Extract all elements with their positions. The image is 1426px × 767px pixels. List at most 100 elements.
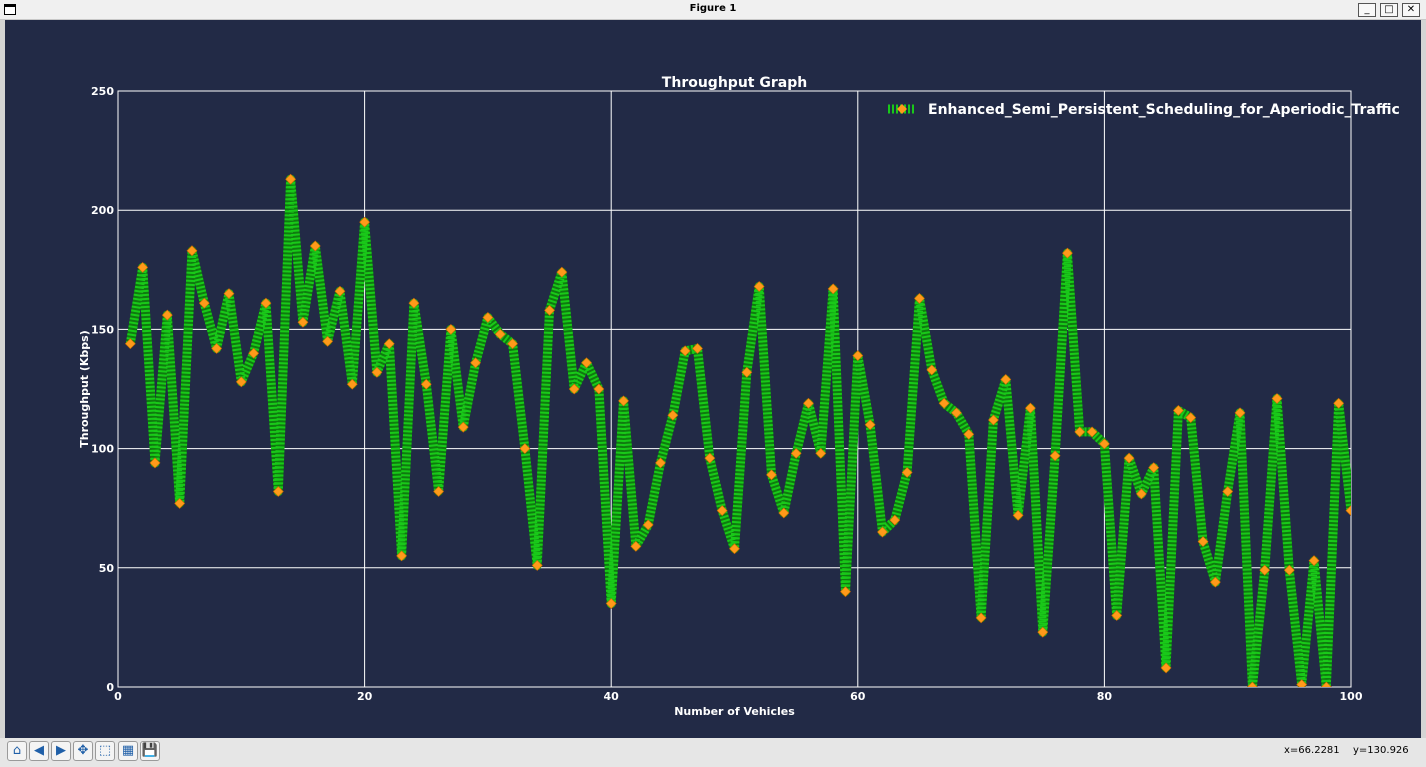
data-point (494, 328, 506, 340)
data-point (137, 261, 149, 273)
data-point (1111, 610, 1123, 621)
data-point (1185, 412, 1197, 424)
data-point (371, 366, 383, 378)
data-point (359, 216, 371, 228)
data-point (297, 316, 309, 328)
data-point (1086, 426, 1098, 438)
data-point (1246, 681, 1258, 687)
data-point (889, 514, 901, 526)
data-point (346, 378, 358, 390)
data-point (1123, 452, 1135, 464)
data-point (581, 357, 592, 369)
configure-subplots-icon[interactable]: ▦ (118, 741, 138, 761)
data-point (1135, 488, 1147, 500)
data-point (926, 364, 938, 376)
y-axis-label: Throughput (Kbps) (78, 330, 91, 448)
x-tick-label: 100 (1340, 690, 1363, 703)
data-point (827, 283, 839, 295)
data-point (445, 323, 457, 335)
x-axis-label: Number of Vehicles (674, 705, 795, 718)
zoom-icon[interactable]: ⬚ (95, 741, 115, 761)
data-point (470, 357, 481, 369)
data-point (778, 507, 790, 519)
data-point (1049, 450, 1061, 462)
data-point (642, 519, 654, 531)
data-point (211, 343, 223, 354)
data-point (1345, 505, 1351, 517)
forward-icon[interactable]: ▶ (51, 741, 71, 761)
close-button[interactable]: ✕ (1402, 3, 1420, 17)
data-point (519, 443, 531, 455)
data-point (1012, 509, 1024, 521)
x-tick-label: 0 (114, 690, 122, 703)
data-point (766, 469, 777, 481)
data-point (938, 397, 950, 409)
back-icon[interactable]: ◀ (29, 741, 49, 761)
data-point (901, 467, 913, 478)
x-tick-label: 20 (357, 690, 373, 703)
data-point (235, 376, 247, 388)
data-point (877, 526, 888, 538)
data-point (420, 378, 432, 390)
data-point (1148, 462, 1160, 474)
window-titlebar: Figure 1 _ □ ✕ (0, 0, 1426, 20)
minimize-button[interactable]: _ (1358, 3, 1376, 17)
data-point (1320, 681, 1332, 687)
data-point (1296, 679, 1308, 687)
data-point (531, 559, 543, 571)
data-point (630, 540, 642, 552)
series-line-shadow (125, 174, 1351, 687)
cursor-y-readout: y=130.926 (1353, 745, 1409, 756)
data-point (1333, 397, 1345, 409)
home-icon[interactable]: ⌂ (7, 741, 27, 761)
data-point (124, 338, 136, 350)
data-point (692, 343, 703, 354)
data-point (1271, 393, 1283, 404)
x-tick-label: 60 (850, 690, 866, 703)
data-point (1172, 405, 1184, 416)
save-icon[interactable]: 💾 (140, 741, 160, 761)
data-point (951, 407, 962, 419)
data-point (174, 498, 186, 509)
data-point (1024, 402, 1036, 414)
cursor-x-readout: x=66.2281 (1284, 745, 1340, 756)
data-point (544, 304, 555, 316)
y-tick-label: 250 (91, 85, 114, 98)
data-point (803, 397, 814, 409)
data-point (383, 338, 395, 350)
maximize-button[interactable]: □ (1380, 3, 1398, 17)
data-point (1098, 438, 1110, 450)
data-point (1074, 426, 1086, 438)
throughput-chart: 0 20 40 60 80 100 0 50 100 150 200 250 Throughput Gr… (78, 75, 1400, 718)
series-group (124, 173, 1351, 687)
data-point (1308, 555, 1320, 567)
y-tick-label: 200 (91, 204, 114, 217)
data-point (396, 550, 408, 562)
data-point (864, 419, 876, 431)
data-point (186, 245, 198, 257)
data-point (840, 586, 851, 598)
data-point (1000, 374, 1012, 385)
data-point (605, 598, 617, 609)
data-point (667, 409, 679, 421)
pan-icon[interactable]: ✥ (73, 741, 93, 761)
data-point (988, 414, 999, 426)
figure-canvas[interactable]: 0 20 40 60 80 100 0 50 100 150 200 250 Throughput Gr… (5, 20, 1421, 738)
window-app-icon (4, 4, 16, 15)
navigation-toolbar: ⌂ ◀ ▶ ✥ ⬚ ▦ 💾 x=66.2281 y=130.926 (0, 738, 1426, 767)
y-tick-label: 0 (106, 681, 114, 694)
data-point (433, 486, 445, 497)
y-tick-label: 150 (91, 323, 114, 336)
data-point (1283, 564, 1295, 576)
data-point (914, 292, 925, 304)
data-point (1160, 662, 1172, 674)
y-tick-label: 100 (91, 443, 114, 456)
data-point (975, 612, 987, 624)
data-point (408, 297, 420, 309)
data-point (260, 297, 272, 309)
data-point (1259, 564, 1271, 576)
data-point (198, 297, 210, 309)
legend-label: Enhanced_Semi_Persistent_Scheduling_for_… (928, 102, 1400, 118)
data-point (322, 335, 334, 347)
data-point (593, 383, 605, 395)
